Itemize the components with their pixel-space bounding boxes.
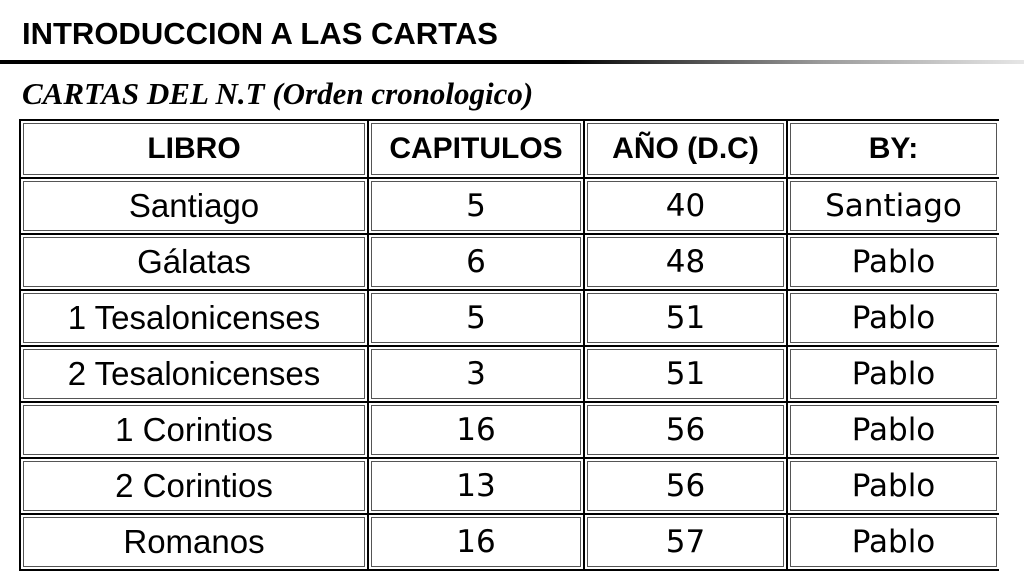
slide-subtitle: CARTAS DEL N.T (Orden cronologico) bbox=[22, 76, 534, 111]
cell-anio: 51 bbox=[585, 291, 788, 347]
header-capitulos: CAPITULOS bbox=[369, 121, 585, 179]
cell-by: Pablo bbox=[788, 291, 999, 347]
cell-libro: Romanos bbox=[21, 515, 369, 571]
cell-libro: 1 Tesalonicenses bbox=[21, 291, 369, 347]
header-anio: AÑO (D.C) bbox=[585, 121, 788, 179]
cell-libro: 2 Tesalonicenses bbox=[21, 347, 369, 403]
cell-by: Pablo bbox=[788, 459, 999, 515]
cell-by: Pablo bbox=[788, 515, 999, 571]
cell-anio: 40 bbox=[585, 179, 788, 235]
table-row: Gálatas 6 48 Pablo bbox=[21, 235, 999, 291]
table-row: 2 Tesalonicenses 3 51 Pablo bbox=[21, 347, 999, 403]
cell-libro: 1 Corintios bbox=[21, 403, 369, 459]
table-row: 2 Corintios 13 56 Pablo bbox=[21, 459, 999, 515]
cell-capitulos: 13 bbox=[369, 459, 585, 515]
cell-libro: Santiago bbox=[21, 179, 369, 235]
cell-libro: 2 Corintios bbox=[21, 459, 369, 515]
cell-capitulos: 6 bbox=[369, 235, 585, 291]
table-row: Romanos 16 57 Pablo bbox=[21, 515, 999, 571]
slide-title: INTRODUCCION A LAS CARTAS bbox=[22, 16, 498, 51]
cell-anio: 56 bbox=[585, 459, 788, 515]
table-header-row: LIBRO CAPITULOS AÑO (D.C) BY: bbox=[21, 121, 999, 179]
books-table-container: LIBRO CAPITULOS AÑO (D.C) BY: Santiago 5… bbox=[19, 119, 999, 576]
cell-anio: 56 bbox=[585, 403, 788, 459]
header-by: BY: bbox=[788, 121, 999, 179]
cell-by: Santiago bbox=[788, 179, 999, 235]
books-table: LIBRO CAPITULOS AÑO (D.C) BY: Santiago 5… bbox=[19, 119, 999, 571]
title-divider bbox=[0, 60, 1024, 64]
cell-capitulos: 5 bbox=[369, 291, 585, 347]
cell-capitulos: 16 bbox=[369, 515, 585, 571]
cell-capitulos: 3 bbox=[369, 347, 585, 403]
table-row: Santiago 5 40 Santiago bbox=[21, 179, 999, 235]
cell-capitulos: 5 bbox=[369, 179, 585, 235]
table-row: 1 Tesalonicenses 5 51 Pablo bbox=[21, 291, 999, 347]
cell-by: Pablo bbox=[788, 235, 999, 291]
cell-libro: Gálatas bbox=[21, 235, 369, 291]
cell-by: Pablo bbox=[788, 347, 999, 403]
header-libro: LIBRO bbox=[21, 121, 369, 179]
table-row: 1 Corintios 16 56 Pablo bbox=[21, 403, 999, 459]
cell-by: Pablo bbox=[788, 403, 999, 459]
cell-anio: 57 bbox=[585, 515, 788, 571]
cell-anio: 51 bbox=[585, 347, 788, 403]
cell-anio: 48 bbox=[585, 235, 788, 291]
cell-capitulos: 16 bbox=[369, 403, 585, 459]
